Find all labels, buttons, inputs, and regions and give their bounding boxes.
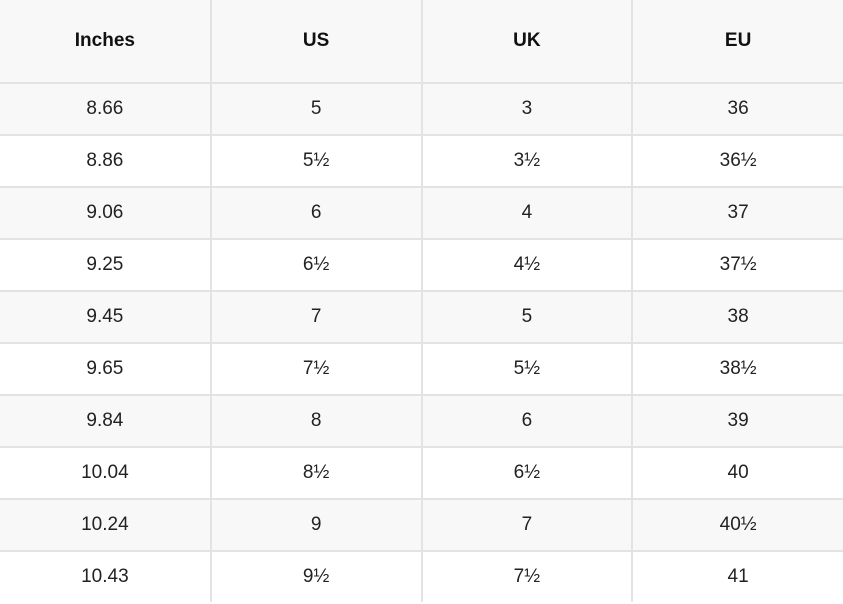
table-cell: 4½ (420, 239, 633, 292)
table-cell: 9.25 (0, 239, 211, 292)
table-cell: 40½ (631, 499, 843, 552)
table-row: 10.04 8½ 6½ 40 (0, 447, 843, 500)
table-cell: 7 (209, 291, 422, 344)
column-header: UK (420, 0, 633, 84)
table-cell: 5 (209, 83, 422, 136)
table-cell: 8½ (209, 447, 422, 500)
table-row: 10.24 9 7 40½ (0, 499, 843, 552)
table-cell: 38½ (631, 343, 843, 396)
table-cell: 9.45 (0, 291, 211, 344)
table-cell: 40 (631, 447, 843, 500)
table-cell: 4 (420, 187, 633, 240)
table-cell: 6 (420, 395, 633, 448)
table-row: 9.06 6 4 37 (0, 187, 843, 240)
table-cell: 5½ (209, 135, 422, 188)
table-cell: 9 (209, 499, 422, 552)
column-header: US (209, 0, 422, 84)
table-cell: 10.43 (0, 551, 211, 602)
table-cell: 9.06 (0, 187, 211, 240)
column-header: EU (631, 0, 843, 84)
table-cell: 37 (631, 187, 843, 240)
header-row: Inches US UK EU (0, 0, 843, 84)
table-cell: 8 (209, 395, 422, 448)
table-cell: 6½ (209, 239, 422, 292)
table-cell: 8.66 (0, 83, 211, 136)
table-row: 9.65 7½ 5½ 38½ (0, 343, 843, 396)
table-cell: 9.65 (0, 343, 211, 396)
table-cell: 9½ (209, 551, 422, 602)
table-cell: 10.04 (0, 447, 211, 500)
table-cell: 36½ (631, 135, 843, 188)
table-cell: 36 (631, 83, 843, 136)
table-row: 9.84 8 6 39 (0, 395, 843, 448)
table-cell: 8.86 (0, 135, 211, 188)
table-cell: 39 (631, 395, 843, 448)
table-cell: 37½ (631, 239, 843, 292)
table-cell: 7 (420, 499, 633, 552)
table-cell: 6 (209, 187, 422, 240)
table-cell: 7½ (209, 343, 422, 396)
column-header: Inches (0, 0, 211, 84)
table-cell: 6½ (420, 447, 633, 500)
table-row: 8.66 5 3 36 (0, 83, 843, 136)
table-cell: 7½ (420, 551, 633, 602)
table-cell: 5 (420, 291, 633, 344)
table-row: 9.25 6½ 4½ 37½ (0, 239, 843, 292)
table-head: Inches US UK EU (0, 0, 843, 84)
table-row: 8.86 5½ 3½ 36½ (0, 135, 843, 188)
table-body: 8.66 5 3 36 8.86 5½ 3½ 36½ 9.06 6 4 37 9.25 6½ 4½ 37½ 9.… (0, 83, 843, 602)
table-cell: 3½ (420, 135, 633, 188)
table-cell: 10.24 (0, 499, 211, 552)
table-cell: 41 (631, 551, 843, 602)
table-row: 10.43 9½ 7½ 41 (0, 551, 843, 602)
table-cell: 5½ (420, 343, 633, 396)
table-cell: 38 (631, 291, 843, 344)
table-cell: 3 (420, 83, 633, 136)
table-cell: 9.84 (0, 395, 211, 448)
table-row: 9.45 7 5 38 (0, 291, 843, 344)
